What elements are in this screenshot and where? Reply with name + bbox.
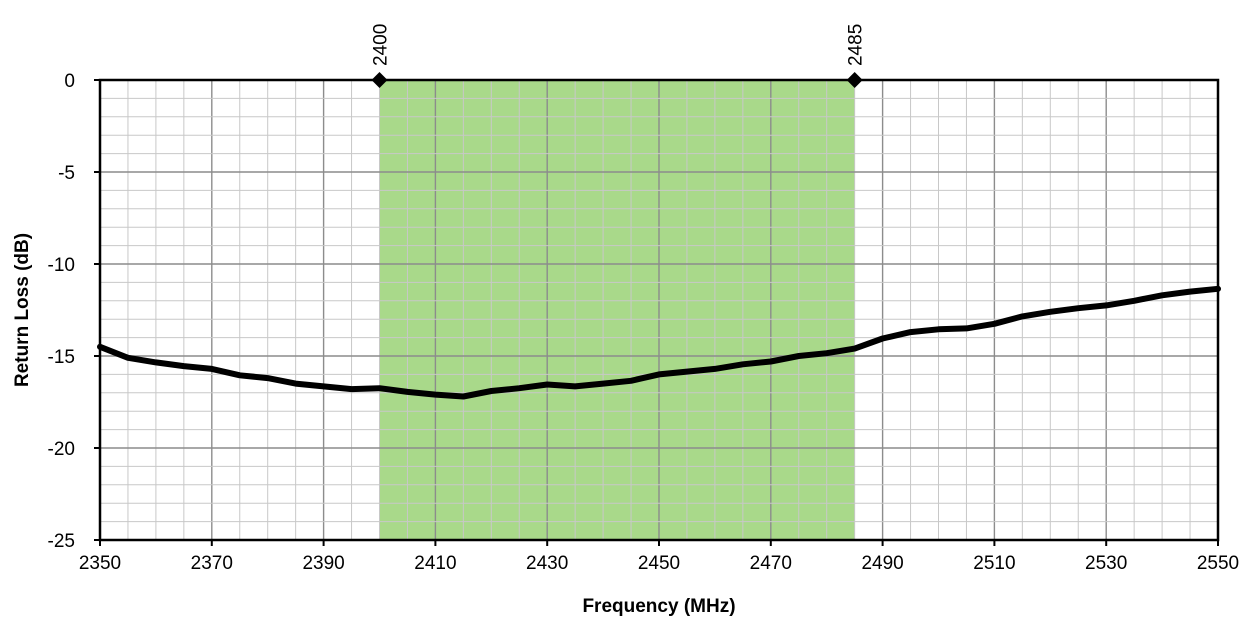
x-tick-label: 2410 bbox=[414, 553, 456, 574]
plot-frame-layer bbox=[94, 78, 1220, 546]
y-tick-label: -5 bbox=[58, 163, 75, 184]
x-axis-title: Frequency (MHz) bbox=[582, 596, 735, 617]
frequency-band-layer bbox=[379, 80, 855, 540]
series-line-1 bbox=[97, 285, 1221, 400]
series-layer bbox=[97, 285, 1221, 400]
band-edge-label: 2485 bbox=[846, 24, 867, 66]
y-tick-label: 0 bbox=[64, 71, 75, 92]
x-tick-label: 2510 bbox=[973, 553, 1015, 574]
x-tick-label: 2470 bbox=[750, 553, 792, 574]
y-tick-label-layer: 0 -5 -10 -15 -20 -25 bbox=[48, 71, 75, 552]
x-tick-label: 2430 bbox=[526, 553, 568, 574]
band-edge-marker bbox=[846, 72, 863, 88]
x-tick-label: 2390 bbox=[302, 553, 344, 574]
y-tick-label: -10 bbox=[48, 255, 75, 276]
y-axis-title: Return Loss (dB) bbox=[12, 233, 33, 387]
x-tick-label: 2550 bbox=[1197, 553, 1239, 574]
band-edge-marker bbox=[371, 72, 388, 88]
grid-layer bbox=[100, 80, 1218, 540]
x-tick-label: 2370 bbox=[191, 553, 233, 574]
x-tick-label: 2530 bbox=[1085, 553, 1127, 574]
frequency-band bbox=[379, 80, 855, 540]
x-tick-label: 2490 bbox=[861, 553, 903, 574]
y-tick-label: -20 bbox=[48, 439, 75, 460]
band-edge-label: 2400 bbox=[371, 24, 392, 66]
y-tick-label: -25 bbox=[48, 531, 75, 552]
x-tick-label: 2450 bbox=[638, 553, 680, 574]
x-tick-label: 2350 bbox=[79, 553, 121, 574]
marker-layer: 2400 2485 bbox=[371, 24, 867, 88]
x-tick-label-layer: 2350 2370 2390 2410 2430 2450 2470 2490 2510 2530… bbox=[79, 553, 1239, 574]
y-tick-label: -15 bbox=[48, 347, 75, 368]
